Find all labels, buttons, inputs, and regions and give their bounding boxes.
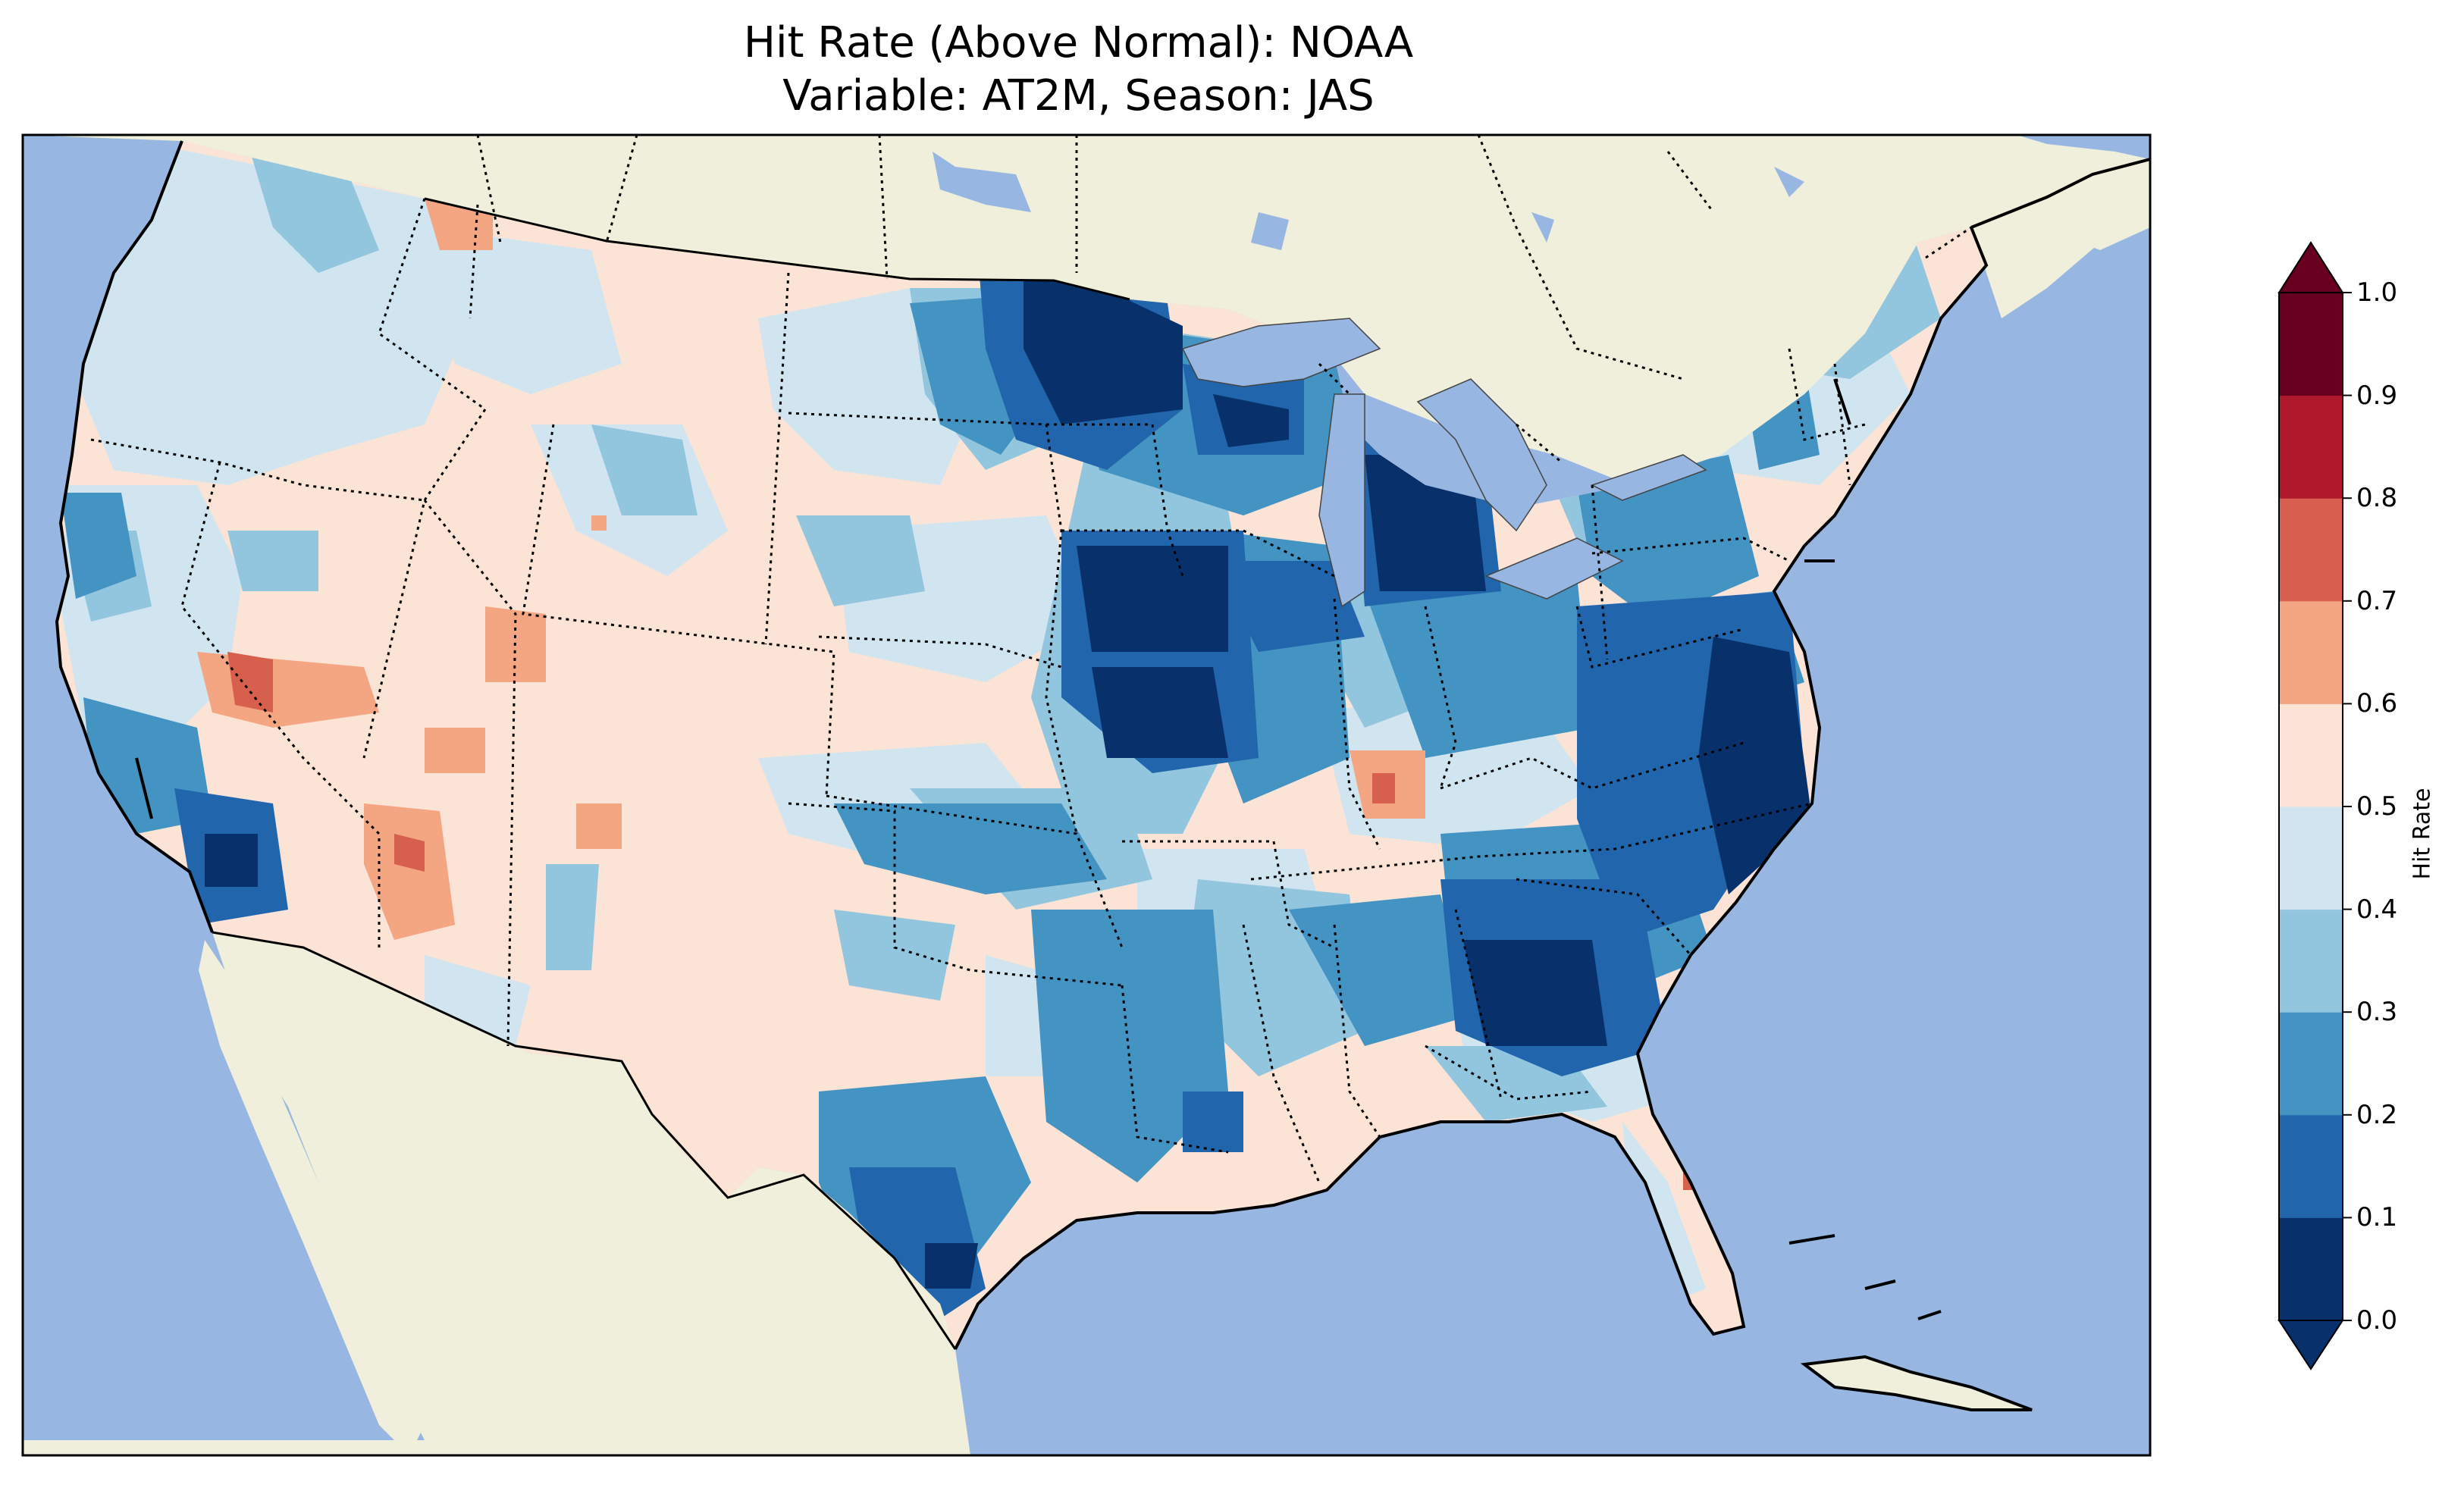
title-line-2: Variable: AT2M, Season: JAS: [782, 71, 1375, 121]
colorbar-extend-min: [2277, 1320, 2344, 1370]
colorbar-segment: [2279, 1012, 2343, 1116]
bahamas-islands: [1788, 1234, 1942, 1320]
colorbar-label: Hit Rate: [2409, 788, 2436, 880]
colorbar-extend-max: [2277, 241, 2344, 293]
colorbar-tick-label: 0.5: [2356, 791, 2398, 822]
state-borders: [90, 198, 1972, 1183]
colorbar-tick-label: 0.7: [2356, 585, 2398, 616]
colorbar-segment: [2279, 807, 2343, 910]
colorbar-segment: [2279, 703, 2343, 807]
colorbar-segment: [2279, 395, 2343, 499]
colorbar-segment: [2279, 600, 2343, 704]
colorbar-tick-label: 0.1: [2356, 1202, 2398, 1233]
colorbar: [2277, 241, 2352, 1370]
colorbar-tick-label: 0.9: [2356, 380, 2398, 411]
colorbar-segment: [2279, 293, 2343, 396]
colorbar-tick-label: 0.0: [2356, 1305, 2398, 1336]
colorbar-tick-label: 0.4: [2356, 894, 2398, 925]
colorbar-segment: [2279, 1217, 2343, 1321]
title-line-1: Hit Rate (Above Normal): NOAA: [743, 18, 1414, 67]
coastlines: [55, 140, 2150, 1350]
mexico-land: [23, 932, 970, 1455]
baja-peninsula: [199, 940, 425, 1455]
cuba-island: [1800, 1355, 2033, 1411]
maritimes-land: [2047, 174, 2150, 250]
colorbar-tick-label: 0.8: [2356, 483, 2398, 514]
map-frame: [21, 133, 2152, 1457]
colorbar-segment: [2279, 498, 2343, 602]
canada-land: [23, 135, 2150, 485]
us-canada-border: [424, 197, 1130, 301]
great-lakes: [1181, 318, 1707, 608]
us-mexico-border: [212, 931, 957, 1350]
colorbar-tick-label: 0.3: [2356, 997, 2398, 1028]
map-title: Hit Rate (Above Normal): NOAA Variable: …: [0, 17, 2157, 123]
colorbar-tick-label: 1.0: [2356, 277, 2398, 308]
colorbar-segment: [2279, 1114, 2343, 1218]
canada-provincial-borders: [476, 135, 1715, 381]
colorbar-segment: [2279, 909, 2343, 1013]
colorbar-tick-label: 0.6: [2356, 688, 2398, 719]
colorbar-tick-label: 0.2: [2356, 1099, 2398, 1130]
